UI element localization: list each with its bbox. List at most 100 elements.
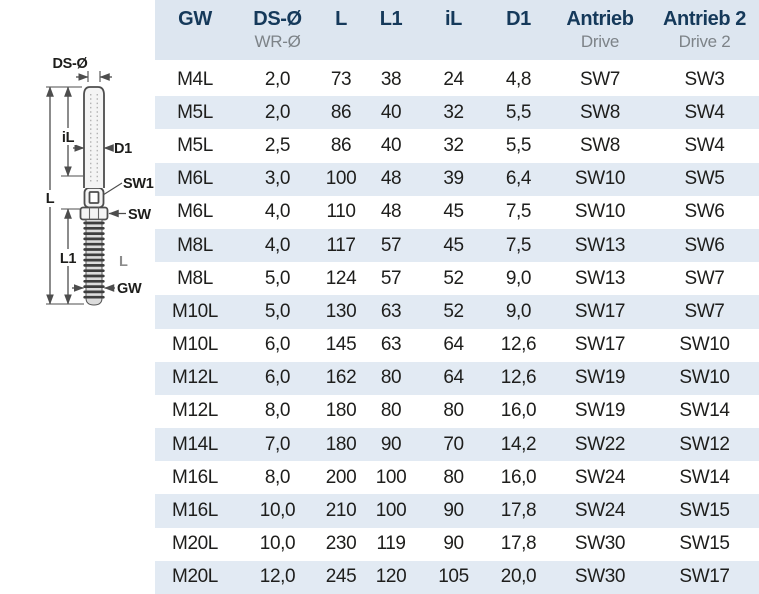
cell-il: 32 — [443, 101, 464, 123]
column-label: L — [335, 8, 347, 30]
cell-l: 162 — [325, 367, 357, 389]
cell-antrieb: SW24 — [574, 500, 626, 522]
cell-ds: 7,0 — [264, 433, 291, 455]
cell-l: 130 — [325, 300, 357, 322]
dim-label-sw1: SW1 — [123, 176, 154, 192]
cell-antrieb2: SW3 — [684, 68, 725, 90]
table-row: M6L 4,0 110 48 45 7,5 SW10 SW6 — [155, 196, 759, 229]
cell-l1: 40 — [380, 101, 402, 123]
table-row: M14L 7,0 180 90 70 14,2 SW22 SW12 — [155, 428, 759, 462]
cell-d1: 7,5 — [505, 201, 532, 223]
dim-label-gw: GW — [117, 281, 142, 297]
cell-gw: M8L — [177, 267, 213, 289]
cell-antrieb: SW24 — [574, 466, 626, 488]
column-label: D1 — [506, 8, 531, 30]
cell-gw: M20L — [172, 533, 218, 555]
cell-antrieb2: SW10 — [679, 334, 730, 356]
cell-antrieb: SW7 — [580, 68, 620, 90]
cell-l1: 100 — [375, 500, 407, 522]
cell-d1: 9,0 — [505, 300, 532, 322]
cell-antrieb2: SW6 — [684, 201, 725, 223]
cell-gw: M5L — [177, 101, 213, 123]
swage-stud-diagram: DS-Ø iL D1 SW1 L SW L1 L GW — [43, 56, 154, 306]
cell-antrieb: SW10 — [574, 168, 626, 190]
cell-l1: 57 — [380, 267, 402, 289]
table-row: M20L 10,0 230 119 90 17,8 SW30 SW15 — [155, 528, 759, 561]
cell-l1: 119 — [376, 533, 406, 555]
cell-l1: 80 — [380, 367, 402, 389]
cell-gw: M20L — [172, 566, 218, 588]
dim-label-d1: D1 — [114, 141, 132, 157]
table-row: M5L 2,5 86 40 32 5,5 SW8 SW4 — [155, 129, 759, 162]
column-label: iL — [445, 8, 462, 30]
cell-il: 32 — [443, 134, 464, 156]
cell-l: 245 — [325, 566, 357, 588]
cell-d1: 5,5 — [505, 101, 532, 123]
cell-l1: 90 — [380, 433, 402, 455]
cell-antrieb2: SW15 — [679, 533, 730, 555]
table-row: M20L 12,0 245 120 105 20,0 SW30 SW17 — [155, 560, 759, 594]
cell-d1: 7,5 — [505, 234, 532, 256]
thread-direction-mark: L — [119, 254, 128, 270]
cell-antrieb2: SW7 — [684, 300, 725, 322]
cell-antrieb: SW10 — [574, 201, 626, 223]
cell-l: 73 — [330, 68, 352, 90]
cell-l: 100 — [325, 168, 357, 190]
cell-ds: 2,5 — [264, 134, 291, 156]
cell-l1: 38 — [380, 68, 402, 90]
column-sublabel: Drive — [580, 32, 620, 51]
cell-gw: M10L — [172, 334, 218, 356]
cell-il: 80 — [443, 400, 464, 422]
cell-antrieb2: SW14 — [679, 466, 730, 488]
cell-l1: 48 — [380, 201, 402, 223]
cell-ds: 3,0 — [264, 168, 291, 190]
cell-ds: 6,0 — [264, 334, 291, 356]
cell-ds: 5,0 — [264, 300, 291, 322]
cell-il: 90 — [443, 533, 464, 555]
table-row: M10L 6,0 145 63 64 12,6 SW17 SW10 — [155, 329, 759, 362]
cell-ds: 6,0 — [264, 367, 291, 389]
cell-il: 80 — [443, 466, 464, 488]
cell-il: 52 — [443, 300, 464, 322]
dim-label-ds-diameter: DS-Ø — [52, 56, 87, 72]
cell-gw: M4L — [177, 68, 213, 90]
cell-gw: M5L — [177, 134, 213, 156]
cell-d1: 12,6 — [500, 334, 537, 356]
cell-antrieb2: SW14 — [679, 400, 730, 422]
cell-il: 24 — [443, 68, 464, 90]
cell-ds: 12,0 — [259, 566, 296, 588]
cell-l1: 120 — [375, 566, 407, 588]
cell-d1: 17,8 — [500, 500, 537, 522]
cell-il: 64 — [443, 334, 464, 356]
column-label: Antrieb 2 — [662, 8, 747, 30]
column-header-d1: D1 — [487, 0, 550, 60]
cell-gw: M10L — [172, 300, 218, 322]
dim-label-il: iL — [62, 130, 75, 146]
cell-l1: 48 — [380, 168, 402, 190]
cell-antrieb2: SW7 — [684, 267, 725, 289]
column-label: DS-Ø — [253, 8, 302, 30]
cell-d1: 4,8 — [505, 68, 532, 90]
cell-il: 45 — [443, 234, 464, 256]
cell-l1: 63 — [380, 334, 402, 356]
cell-antrieb: SW8 — [580, 101, 620, 123]
cell-gw: M6L — [177, 168, 213, 190]
cell-il: 90 — [443, 500, 464, 522]
cell-d1: 9,0 — [505, 267, 532, 289]
cell-l1: 100 — [375, 466, 407, 488]
column-header-il: iL — [420, 0, 487, 60]
table-body: M4L 2,0 73 38 24 4,8 SW7 SW3 M5L 2,0 86 40 32 5,5 SW8 S… — [155, 63, 759, 594]
cell-d1: 5,5 — [505, 134, 532, 156]
cell-antrieb2: SW6 — [684, 234, 725, 256]
table-row: M16L 10,0 210 100 90 17,8 SW24 SW15 — [155, 494, 759, 528]
column-header-l: L — [320, 0, 362, 60]
cell-antrieb: SW17 — [574, 300, 626, 322]
cell-l: 200 — [325, 466, 357, 488]
column-header-ds: DS-Ø WR-Ø — [235, 0, 320, 60]
cell-l1: 40 — [380, 134, 402, 156]
dim-label-sw: SW — [128, 207, 151, 223]
table-header: GW DS-Ø WR-Ø L L1 iL D1 Antrieb Drive Antrieb 2 Dr… — [155, 0, 759, 63]
technical-drawing: DS-Ø iL D1 SW1 L SW L1 L GW — [0, 0, 158, 594]
cell-il: 52 — [443, 267, 464, 289]
